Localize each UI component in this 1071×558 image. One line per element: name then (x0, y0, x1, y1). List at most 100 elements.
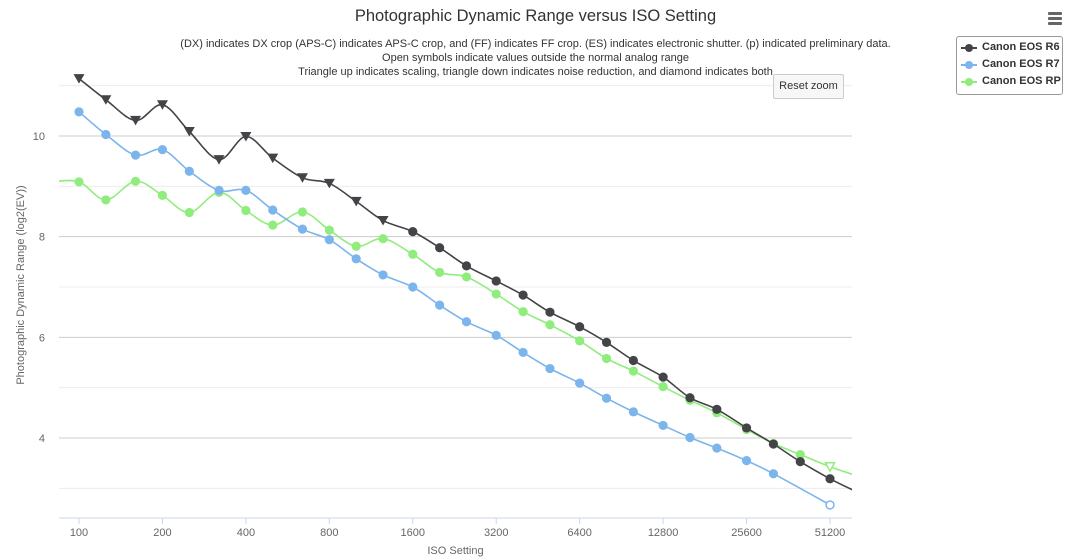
series-line-canon-eos-rp (59, 179, 852, 475)
data-point-canon-eos-r7 (408, 282, 418, 292)
data-point-canon-eos-r6 (628, 355, 638, 366)
legend-marker-icon (965, 44, 973, 52)
x-tick-label: 800 (320, 527, 338, 539)
y-tick-label: 10 (33, 131, 45, 143)
data-point-canon-eos-r7 (435, 300, 445, 310)
menu-bar-line (1048, 22, 1062, 25)
x-tick-label: 25600 (731, 527, 762, 539)
data-point-canon-eos-rp (101, 195, 111, 205)
data-point-canon-eos-r7 (825, 500, 835, 510)
data-point-canon-eos-rp (461, 272, 472, 282)
data-point-canon-eos-rp (351, 241, 361, 251)
legend-marker-icon (965, 78, 973, 86)
data-point-canon-eos-r7 (545, 363, 555, 374)
data-point-canon-eos-r7 (101, 129, 111, 140)
x-tick-label: 200 (153, 527, 171, 539)
y-tick-label: 6 (39, 332, 45, 344)
data-point-canon-eos-r6 (685, 393, 695, 403)
data-point-canon-eos-rp (545, 320, 555, 330)
data-point-canon-eos-r6 (183, 126, 195, 137)
data-point-canon-eos-r6 (575, 322, 585, 332)
hamburger-menu-icon[interactable] (1046, 10, 1064, 27)
data-point-canon-eos-r7 (268, 205, 278, 215)
data-point-canon-eos-r7 (601, 393, 612, 403)
data-point-canon-eos-r6 (601, 337, 612, 347)
x-tick-label: 3200 (484, 527, 508, 539)
data-point-canon-eos-r6 (518, 290, 528, 300)
data-point-canon-eos-r6 (825, 474, 835, 484)
data-point-canon-eos-r6 (377, 216, 389, 226)
chart-subtitle-line-1: (DX) indicates DX crop (APS-C) indicates… (180, 38, 891, 50)
legend-marker-icon (965, 61, 973, 69)
data-point-canon-eos-r7 (74, 107, 84, 117)
data-point-canon-eos-rp (518, 307, 528, 317)
x-tick-label: 12800 (648, 527, 679, 539)
data-point-canon-eos-r6 (350, 196, 362, 207)
x-tick-label: 400 (237, 527, 255, 539)
menu-bar-line (1048, 12, 1062, 15)
data-point-canon-eos-rp (795, 450, 805, 460)
data-point-canon-eos-r6 (795, 457, 805, 467)
data-point-canon-eos-rp (184, 207, 194, 218)
data-point-canon-eos-r6 (658, 372, 668, 382)
data-point-canon-eos-rp (157, 190, 168, 200)
data-point-canon-eos-r6 (435, 243, 445, 253)
data-point-canon-eos-r7 (575, 378, 585, 388)
data-point-canon-eos-r7 (518, 347, 528, 358)
menu-bar-line (1048, 17, 1062, 20)
data-point-canon-eos-r6 (156, 100, 168, 110)
data-point-canon-eos-r7 (378, 270, 388, 280)
y-axis-title: Photographic Dynamic Range (log2(EV)) (15, 185, 27, 385)
data-point-canon-eos-rp (130, 176, 141, 186)
data-point-canon-eos-r6 (323, 178, 335, 189)
data-point-canon-eos-rp (268, 220, 278, 230)
data-point-canon-eos-rp (408, 249, 418, 259)
data-point-canon-eos-r7 (297, 224, 308, 234)
series-line-canon-eos-r6 (78, 77, 852, 491)
data-point-canon-eos-r6 (213, 155, 225, 165)
chart-subtitle-line-3: Triangle up indicates scaling, triangle … (298, 66, 773, 78)
data-point-canon-eos-rp (435, 267, 445, 278)
data-point-canon-eos-r7 (214, 185, 224, 195)
data-point-canon-eos-rp (378, 234, 388, 244)
data-point-canon-eos-r7 (184, 166, 194, 176)
data-point-canon-eos-r7 (658, 420, 668, 431)
legend-item-canon-eos-r6[interactable]: Canon EOS R6 (957, 40, 1062, 56)
data-point-canon-eos-rp (658, 382, 668, 392)
y-tick-label: 8 (39, 232, 45, 244)
data-point-canon-eos-rp (74, 177, 84, 187)
data-point-canon-eos-rp (628, 366, 638, 376)
x-tick-label: 51200 (815, 527, 846, 539)
reset-zoom-button[interactable]: Reset zoom (773, 74, 844, 99)
data-point-canon-eos-r7 (628, 407, 638, 417)
data-point-canon-eos-r7 (157, 144, 168, 155)
legend-label: Canon EOS R7 (982, 58, 1060, 70)
chart-subtitle-line-2: Open symbols indicate values outside the… (382, 52, 689, 64)
data-point-canon-eos-r6 (461, 261, 472, 271)
y-tick-label: 4 (39, 433, 45, 445)
data-point-canon-eos-r7 (461, 317, 472, 327)
data-point-canon-eos-r7 (241, 185, 251, 195)
data-point-canon-eos-r7 (712, 443, 722, 453)
data-point-canon-eos-r6 (130, 115, 142, 126)
data-point-canon-eos-r6 (296, 173, 308, 183)
data-point-canon-eos-r6 (712, 404, 722, 414)
legend-item-canon-eos-r7[interactable]: Canon EOS R7 (957, 57, 1062, 73)
data-point-canon-eos-rp (241, 205, 251, 216)
data-point-canon-eos-r6 (768, 439, 779, 449)
chart-title: Photographic Dynamic Range versus ISO Se… (354, 7, 717, 25)
legend-label: Canon EOS RP (982, 75, 1061, 87)
legend-label: Canon EOS R6 (982, 41, 1060, 53)
data-point-canon-eos-r6 (545, 307, 555, 317)
data-point-canon-eos-r6 (741, 423, 752, 433)
data-point-canon-eos-r7 (351, 254, 361, 264)
data-point-canon-eos-r7 (491, 330, 501, 340)
data-point-canon-eos-r6 (408, 227, 418, 237)
chart-legend: Canon EOS R6 Canon EOS R7 Canon EOS RP (956, 36, 1063, 95)
data-point-canon-eos-r6 (100, 95, 112, 105)
legend-item-canon-eos-rp[interactable]: Canon EOS RP (957, 74, 1062, 90)
data-point-canon-eos-r7 (741, 456, 752, 466)
x-tick-label: 1600 (401, 527, 425, 539)
